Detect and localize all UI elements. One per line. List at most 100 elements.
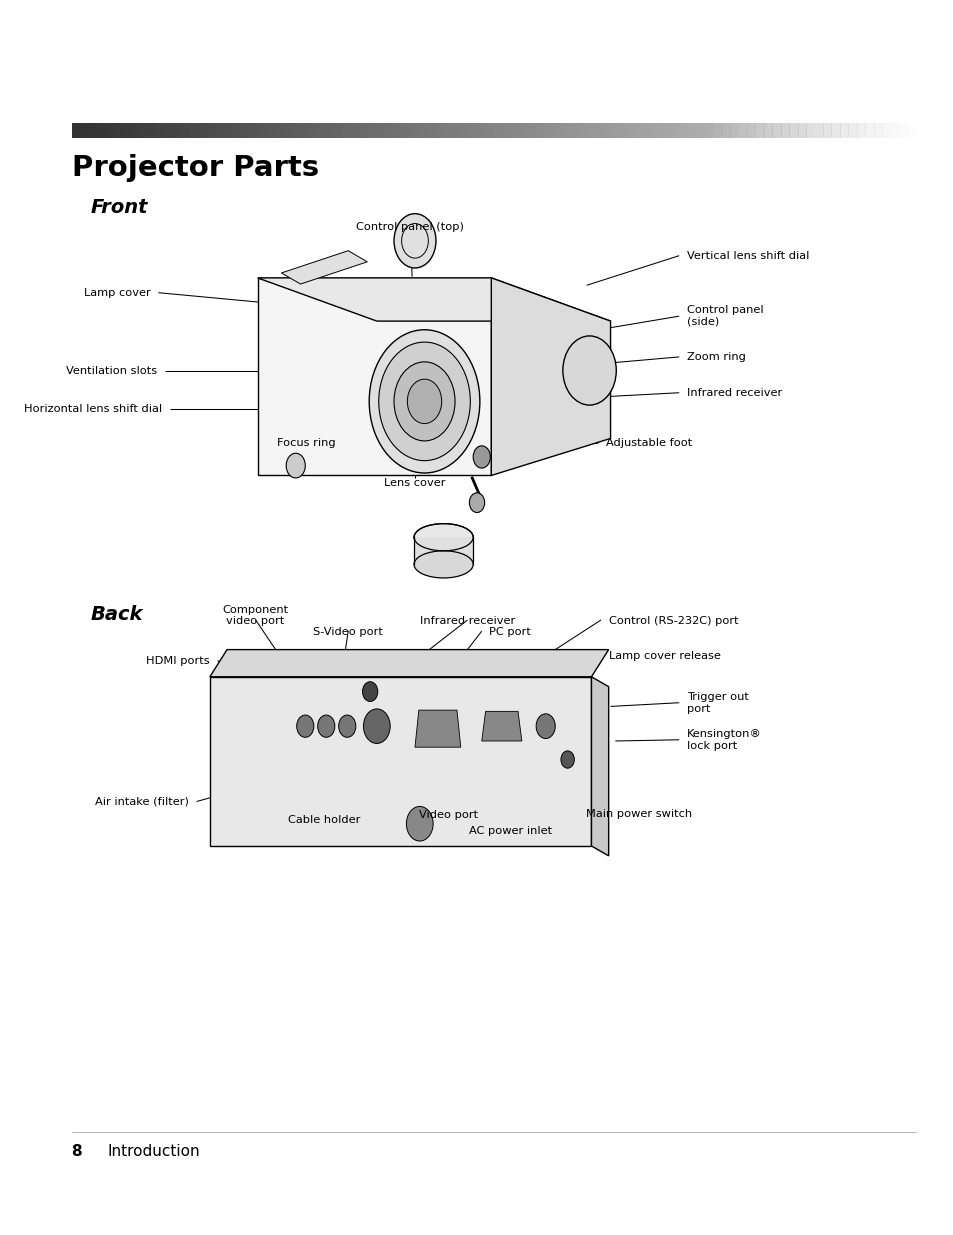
Bar xyxy=(696,124,705,138)
Bar xyxy=(755,124,764,138)
Bar xyxy=(155,124,165,138)
Bar xyxy=(105,124,114,138)
Bar xyxy=(654,124,663,138)
Bar xyxy=(89,124,98,138)
Bar xyxy=(814,124,823,138)
Bar xyxy=(392,124,401,138)
Text: Front: Front xyxy=(91,198,148,216)
Text: Lamp cover: Lamp cover xyxy=(84,288,151,298)
Bar xyxy=(529,687,572,706)
Bar xyxy=(611,124,620,138)
Bar xyxy=(274,124,283,138)
Bar xyxy=(679,124,688,138)
Polygon shape xyxy=(481,711,521,741)
Bar xyxy=(873,124,882,138)
Bar xyxy=(797,124,806,138)
Bar xyxy=(358,124,368,138)
Bar xyxy=(148,124,156,138)
Text: Main power switch: Main power switch xyxy=(585,809,691,819)
Bar xyxy=(71,124,81,138)
Bar xyxy=(417,124,427,138)
Bar xyxy=(207,124,215,138)
Bar xyxy=(414,537,473,564)
Polygon shape xyxy=(415,710,460,747)
Bar xyxy=(713,124,721,138)
Bar xyxy=(375,124,384,138)
Bar xyxy=(586,124,596,138)
Text: Focus ring: Focus ring xyxy=(277,438,335,448)
Bar xyxy=(518,124,528,138)
Bar xyxy=(198,124,208,138)
Polygon shape xyxy=(210,650,608,677)
Text: Back: Back xyxy=(91,605,143,624)
Bar xyxy=(409,124,418,138)
Text: Infrared receiver: Infrared receiver xyxy=(419,616,515,626)
Bar xyxy=(788,124,798,138)
Text: AC power inlet: AC power inlet xyxy=(468,826,552,836)
Bar xyxy=(898,124,907,138)
Bar xyxy=(670,124,679,138)
Bar xyxy=(595,124,604,138)
Bar xyxy=(501,124,511,138)
Bar xyxy=(97,124,106,138)
Text: Adjustable foot: Adjustable foot xyxy=(605,438,691,448)
Bar xyxy=(223,124,233,138)
Polygon shape xyxy=(281,251,367,284)
Circle shape xyxy=(473,446,490,468)
Text: S-Video port: S-Video port xyxy=(313,627,383,637)
Bar xyxy=(882,124,890,138)
Bar xyxy=(822,124,831,138)
Text: PC port: PC port xyxy=(489,627,531,637)
Ellipse shape xyxy=(414,551,473,578)
Bar xyxy=(527,124,537,138)
Bar xyxy=(628,124,638,138)
Polygon shape xyxy=(491,278,610,475)
Bar xyxy=(847,124,857,138)
Bar xyxy=(805,124,815,138)
Bar xyxy=(240,124,250,138)
Circle shape xyxy=(317,715,335,737)
Bar xyxy=(181,124,191,138)
Text: Infrared receiver: Infrared receiver xyxy=(686,388,781,398)
Bar xyxy=(493,124,502,138)
Circle shape xyxy=(469,493,484,513)
Bar xyxy=(510,124,519,138)
Bar xyxy=(227,704,248,741)
Text: Video port: Video port xyxy=(418,810,477,820)
Bar xyxy=(249,124,258,138)
Bar xyxy=(139,124,149,138)
Polygon shape xyxy=(257,278,491,475)
Circle shape xyxy=(406,806,433,841)
Bar xyxy=(435,124,443,138)
Bar xyxy=(383,124,393,138)
Bar xyxy=(687,124,697,138)
Bar xyxy=(257,124,267,138)
Circle shape xyxy=(363,709,390,743)
Bar xyxy=(459,124,469,138)
Text: Cable holder: Cable holder xyxy=(288,815,360,825)
Circle shape xyxy=(394,362,455,441)
Circle shape xyxy=(369,330,479,473)
Bar xyxy=(544,124,553,138)
Bar xyxy=(468,124,477,138)
Circle shape xyxy=(378,342,470,461)
Bar xyxy=(80,124,90,138)
Circle shape xyxy=(562,336,616,405)
Bar xyxy=(400,124,410,138)
Text: Trigger out
port: Trigger out port xyxy=(686,692,748,714)
Text: Lens cover: Lens cover xyxy=(384,478,445,488)
Bar xyxy=(772,124,781,138)
Bar xyxy=(333,124,342,138)
Bar xyxy=(442,124,452,138)
Bar xyxy=(720,124,730,138)
Bar xyxy=(524,803,560,840)
Bar xyxy=(232,124,241,138)
Polygon shape xyxy=(210,677,591,846)
Text: Vertical lens shift dial: Vertical lens shift dial xyxy=(686,251,808,261)
Bar xyxy=(536,124,545,138)
Bar xyxy=(763,124,773,138)
Polygon shape xyxy=(591,677,608,856)
Ellipse shape xyxy=(414,524,473,551)
Bar xyxy=(856,124,865,138)
Text: Lamp cover release: Lamp cover release xyxy=(608,651,720,661)
